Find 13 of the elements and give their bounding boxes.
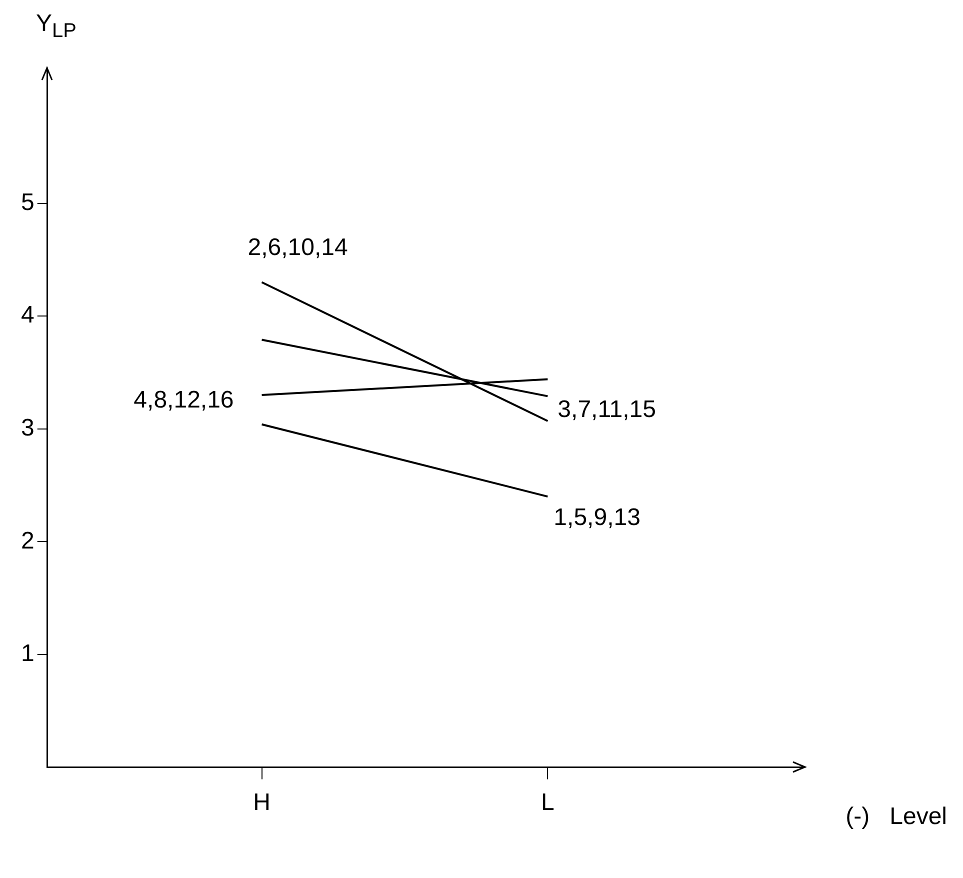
series-label: 1,5,9,13 — [554, 504, 640, 532]
y-tick-label: 5 — [20, 188, 34, 216]
series-label: 3,7,11,15 — [558, 396, 656, 423]
series-label: 4,8,12,16 — [134, 386, 234, 414]
y-tick-label: 4 — [20, 302, 34, 329]
y-tick-label: 3 — [20, 414, 34, 442]
y-tick-label: 2 — [20, 527, 34, 554]
y-axis-title: Y$_{LP}$ — [36, 10, 76, 43]
y-tick-label: 1 — [20, 640, 34, 668]
x-axis-title: (-) Level — [846, 802, 947, 830]
x-tick-label: L — [541, 789, 554, 816]
series-label: 2,6,10,14 — [248, 234, 348, 261]
x-tick-label: H — [253, 789, 270, 816]
